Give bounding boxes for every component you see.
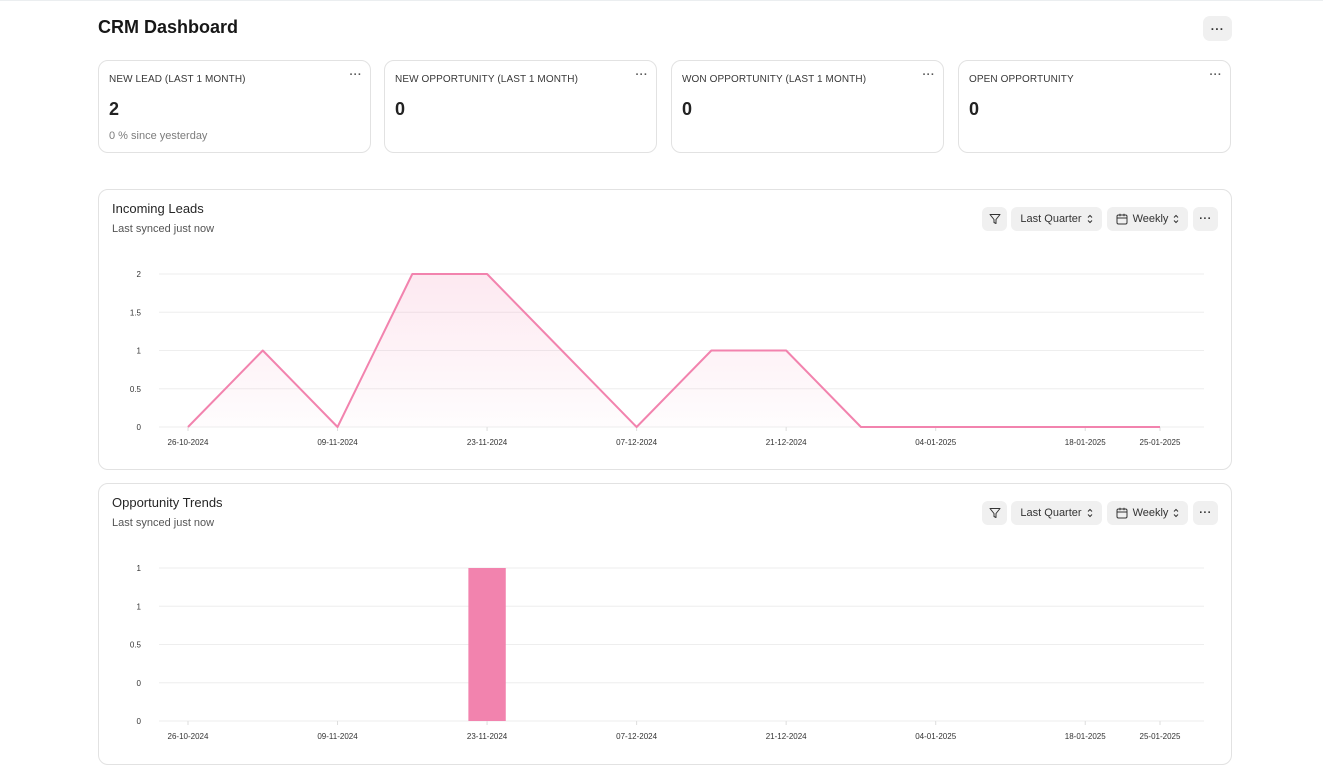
card-label: OPEN OPPORTUNITY: [969, 74, 1074, 85]
panel-subtitle: Last synced just now: [112, 223, 215, 235]
y-tick-label: 0: [137, 717, 142, 726]
data-point[interactable]: [933, 425, 938, 430]
data-point[interactable]: [709, 348, 714, 353]
top-divider: [0, 0, 1323, 1]
filter-button[interactable]: [982, 207, 1007, 231]
data-point[interactable]: [559, 348, 564, 353]
x-tick-label: 23-11-2024: [467, 732, 508, 741]
x-tick-label: 25-01-2025: [1140, 438, 1181, 447]
x-tick-label: 09-11-2024: [317, 438, 358, 447]
filter-icon: [989, 508, 1000, 518]
data-point[interactable]: [1008, 425, 1013, 430]
x-tick-label: 23-11-2024: [467, 438, 508, 447]
x-tick-label: 07-12-2024: [616, 732, 657, 741]
kpi-card-new-lead: NEW LEAD (LAST 1 MONTH) ··· 2 0 % since …: [98, 60, 371, 153]
card-more-icon[interactable]: ···: [635, 69, 648, 81]
series-line: [187, 273, 1160, 428]
x-tick-label: 21-12-2024: [766, 732, 807, 741]
calendar-icon: [1116, 507, 1128, 519]
chevron-updown-icon: [1087, 214, 1092, 224]
y-tick-label: 2: [137, 270, 142, 279]
y-tick-label: 1: [137, 347, 142, 356]
y-tick-label: 0.5: [130, 641, 142, 650]
card-value: 0: [682, 99, 693, 119]
card-label: WON OPPORTUNITY (LAST 1 MONTH): [682, 74, 867, 85]
card-value: 0: [969, 99, 980, 119]
x-tick-label: 18-01-2025: [1065, 438, 1106, 447]
data-point[interactable]: [1083, 425, 1088, 430]
kpi-card-new-opportunity: NEW OPPORTUNITY (LAST 1 MONTH) ··· 0: [384, 60, 657, 153]
range-select[interactable]: Last Quarter: [1011, 207, 1102, 231]
y-tick-label: 0: [137, 423, 142, 432]
filter-icon: [989, 214, 1000, 224]
card-label: NEW LEAD (LAST 1 MONTH): [109, 74, 246, 85]
period-select-label: Weekly: [1132, 213, 1169, 225]
page-more-button[interactable]: ···: [1203, 16, 1232, 41]
card-more-icon[interactable]: ···: [349, 69, 362, 81]
page-title: CRM Dashboard: [98, 17, 239, 37]
panel-more-button[interactable]: ···: [1193, 501, 1218, 525]
card-value: 0: [395, 99, 406, 119]
chevron-updown-icon: [1174, 508, 1179, 518]
x-tick-label: 09-11-2024: [317, 732, 358, 741]
calendar-icon: [1116, 213, 1128, 225]
y-tick-label: 1: [137, 602, 142, 611]
y-tick-label: 0: [137, 679, 142, 688]
data-point[interactable]: [634, 425, 639, 430]
period-select[interactable]: Weekly: [1107, 501, 1188, 525]
panel-title: Incoming Leads: [112, 201, 204, 216]
period-select-label: Weekly: [1132, 507, 1169, 519]
x-tick-label: 07-12-2024: [616, 438, 657, 447]
card-more-icon[interactable]: ···: [922, 69, 935, 81]
y-tick-label: 1: [137, 564, 142, 573]
y-tick-label: 0.5: [130, 385, 142, 394]
series-area: [188, 274, 1160, 427]
panel-title: Opportunity Trends: [112, 495, 223, 510]
range-select-label: Last Quarter: [1020, 213, 1082, 225]
opportunity-trends-panel: Opportunity Trends Last synced just now …: [98, 483, 1232, 765]
kpi-card-won-opportunity: WON OPPORTUNITY (LAST 1 MONTH) ··· 0: [671, 60, 944, 153]
data-point[interactable]: [485, 272, 490, 277]
x-tick-label: 21-12-2024: [766, 438, 807, 447]
range-select-label: Last Quarter: [1020, 507, 1082, 519]
chevron-updown-icon: [1087, 508, 1092, 518]
panel-subtitle: Last synced just now: [112, 517, 215, 529]
data-point[interactable]: [335, 425, 340, 430]
bar[interactable]: [468, 568, 506, 721]
x-tick-label: 26-10-2024: [168, 438, 209, 447]
data-point[interactable]: [260, 348, 265, 353]
incoming-leads-panel: Incoming Leads Last synced just now Last…: [98, 189, 1232, 470]
incoming-leads-chart: 0 0.5 1 1.5 2 26-10-2024 09-11-2024 23-11-2024 0…: [130, 270, 1204, 447]
data-point[interactable]: [1158, 425, 1163, 430]
chevron-updown-icon: [1174, 214, 1179, 224]
period-select[interactable]: Weekly: [1107, 207, 1188, 231]
data-point[interactable]: [858, 425, 863, 430]
card-more-icon[interactable]: ···: [1209, 69, 1222, 81]
x-tick-label: 04-01-2025: [915, 438, 956, 447]
range-select[interactable]: Last Quarter: [1011, 501, 1102, 525]
card-value: 2: [109, 99, 120, 119]
data-point[interactable]: [186, 425, 191, 430]
y-tick-label: 1.5: [130, 308, 142, 317]
data-point[interactable]: [410, 272, 415, 277]
x-tick-label: 18-01-2025: [1065, 732, 1106, 741]
x-tick-label: 26-10-2024: [168, 732, 209, 741]
x-tick-label: 04-01-2025: [915, 732, 956, 741]
filter-button[interactable]: [982, 501, 1007, 525]
x-tick-label: 25-01-2025: [1140, 732, 1181, 741]
card-delta: 0 % since yesterday: [109, 130, 208, 142]
panel-more-button[interactable]: ···: [1193, 207, 1218, 231]
card-label: NEW OPPORTUNITY (LAST 1 MONTH): [395, 74, 579, 85]
opportunity-trends-chart: 0 0 0.5 1 1 26-10-2024 09-11-2024 23-11-2024 07-…: [130, 564, 1204, 741]
data-point[interactable]: [784, 348, 789, 353]
kpi-card-open-opportunity: OPEN OPPORTUNITY ··· 0: [958, 60, 1231, 153]
